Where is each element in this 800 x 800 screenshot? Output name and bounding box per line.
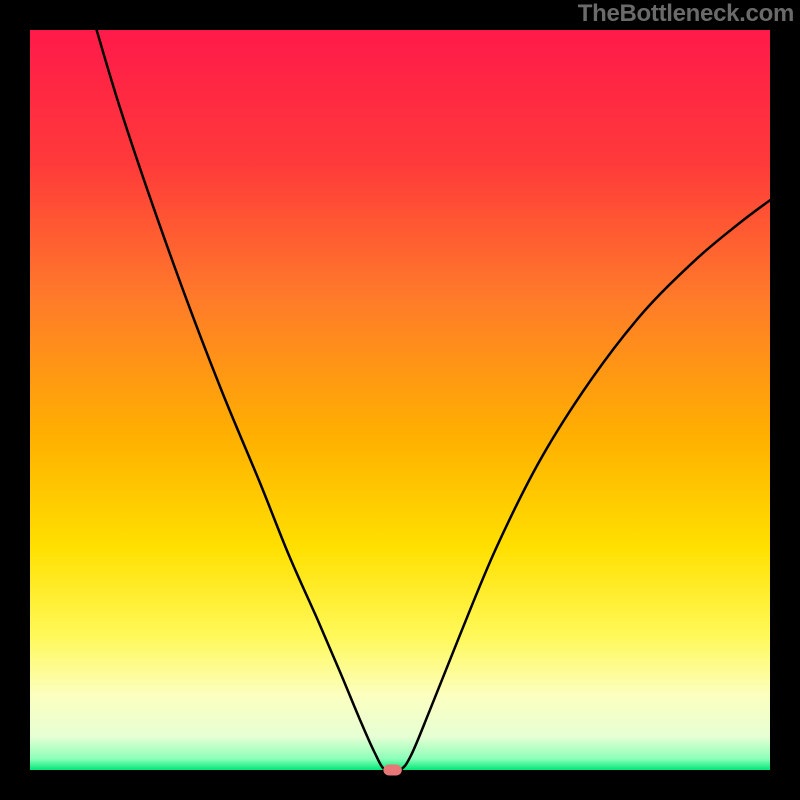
plot-background <box>30 30 770 770</box>
bottleneck-chart <box>0 0 800 800</box>
optimal-point-marker <box>383 764 402 775</box>
watermark-text: TheBottleneck.com <box>578 0 794 28</box>
chart-container: TheBottleneck.com <box>0 0 800 800</box>
